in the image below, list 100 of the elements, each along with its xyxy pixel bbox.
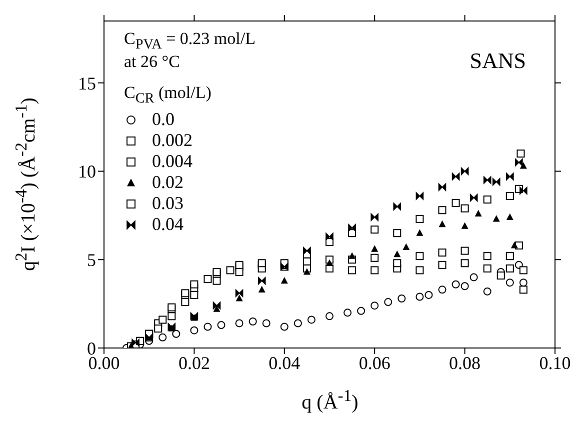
legend-label: 0.02 [152,172,184,194]
point [393,202,402,210]
point [460,282,469,290]
point [506,172,514,180]
point [438,260,446,269]
point [168,312,176,320]
point [371,245,378,252]
legend-label: 0.0 [152,109,174,130]
point [280,322,288,331]
point [190,280,198,288]
point [303,268,310,275]
x-tick-label: 0.06 [358,352,390,373]
point [483,252,492,260]
legend-label: 0.002 [152,130,192,152]
annotation: SANS [470,48,526,74]
point [348,252,356,259]
point [370,302,379,310]
point [204,322,212,331]
point [154,324,162,333]
point [370,226,379,234]
point [370,266,379,274]
point [506,278,514,287]
point [303,246,311,255]
point [492,178,500,186]
point [294,319,302,328]
point [496,272,505,280]
point [158,333,167,342]
point [248,317,257,326]
point [506,213,514,220]
y-tick-label: 10 [78,162,96,182]
legend-title: C$_{CR}$ (mol/L) [124,82,212,108]
point [519,286,528,294]
point [474,210,482,216]
legend-label: 0.004 [152,151,192,172]
point [438,286,446,294]
point [204,275,212,284]
point [235,319,244,328]
point [172,330,180,338]
annotation: at 26 °C [124,52,181,72]
point [235,289,244,298]
y-tick-label: 5 [87,250,96,270]
point [258,276,266,285]
point [213,305,220,312]
point [492,215,500,222]
point [416,192,424,200]
y-tick-label: 0 [87,338,96,358]
point [470,273,478,282]
point [519,278,528,287]
point [393,259,402,268]
y-tick-label: 15 [78,73,96,94]
point [236,294,243,302]
point [217,321,226,330]
point [452,199,460,208]
point [483,196,492,204]
point [394,250,401,258]
point [483,176,492,184]
legend-label: 0.04 [152,214,184,236]
x-tick-label: 0.04 [268,352,300,373]
point [348,266,356,274]
x-tick-label: 0.02 [178,352,210,373]
point [326,312,334,320]
point [398,294,406,303]
point [438,183,446,192]
point [262,319,270,328]
point [416,266,424,274]
point [348,224,356,232]
point [506,192,514,200]
point [190,290,198,299]
point [416,214,424,223]
x-tick-label: 0.08 [449,352,481,373]
point [370,213,378,222]
point [515,158,523,166]
point [384,298,392,306]
point [506,252,514,260]
point [452,280,460,288]
annotation: C$_{PVA}$ = 0.23 mol/L [124,29,256,54]
point [326,259,333,266]
point [181,298,190,306]
point [416,229,424,236]
point [416,252,424,260]
point [393,229,402,238]
point [416,292,424,301]
point [470,194,478,202]
point [506,264,514,272]
point [460,246,469,255]
legend-label: 0.03 [152,193,184,214]
point [438,220,446,228]
point [452,172,460,180]
point [460,204,469,212]
point [520,186,528,195]
point [212,276,221,285]
point [483,287,492,296]
point [460,167,469,176]
point [516,150,525,158]
point [402,243,410,250]
point [510,242,518,248]
point [460,259,469,268]
point [424,290,433,299]
point [344,308,352,317]
point [438,248,446,257]
